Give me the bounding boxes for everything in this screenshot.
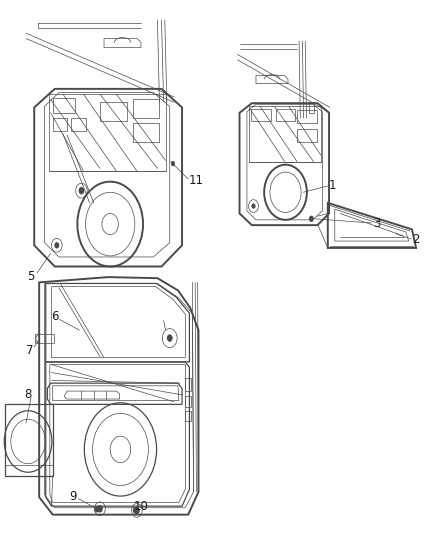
Bar [309,102,314,113]
Bar [185,411,191,421]
Text: 2: 2 [412,233,420,246]
Text: 9: 9 [70,490,77,503]
Circle shape [94,506,99,513]
Bar [185,378,191,391]
Bar [53,98,75,113]
Bar [276,109,295,120]
Circle shape [251,204,255,209]
Circle shape [78,187,85,195]
Text: 10: 10 [134,500,148,513]
Bar [297,110,317,123]
Bar [71,118,85,131]
Bar [185,397,191,407]
Bar [133,100,159,118]
Text: 5: 5 [27,270,35,282]
Text: 11: 11 [189,174,204,187]
Bar [53,118,67,131]
Circle shape [167,334,173,342]
Bar [133,123,159,142]
Circle shape [54,242,59,248]
Circle shape [171,161,175,166]
Circle shape [309,216,314,222]
Circle shape [133,507,138,514]
Circle shape [134,507,140,514]
Text: 3: 3 [373,216,380,230]
Bar [6,405,53,476]
Text: 6: 6 [51,310,59,324]
Bar [251,109,271,120]
Text: 1: 1 [329,180,336,192]
Bar [297,128,317,142]
Bar [35,334,53,343]
Circle shape [97,505,103,513]
Bar [100,102,127,120]
Text: 7: 7 [26,344,34,357]
Text: 8: 8 [25,389,32,401]
